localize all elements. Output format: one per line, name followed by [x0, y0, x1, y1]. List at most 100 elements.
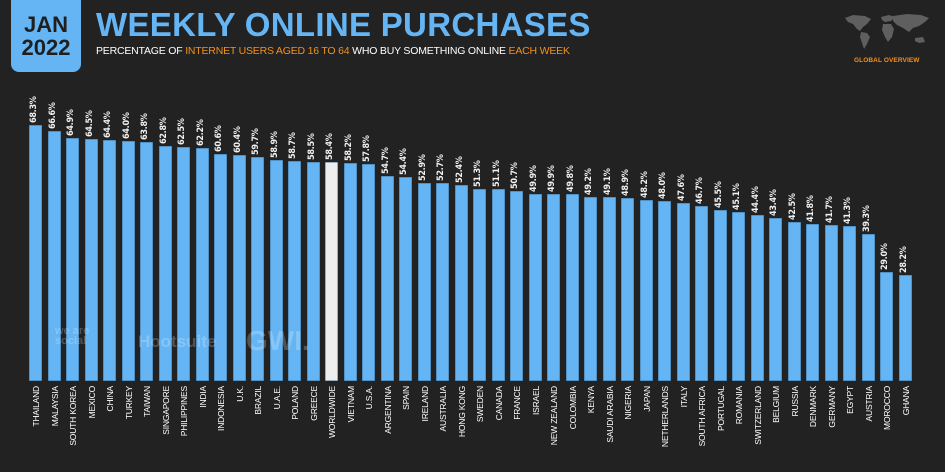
value-label: 41.3% — [843, 197, 853, 225]
chart-subtitle: PERCENTAGE OF INTERNET USERS AGED 16 TO … — [96, 45, 570, 57]
category-label: ARGENTINA — [382, 386, 393, 434]
bar-turkey — [121, 141, 135, 381]
bar-netherlands — [658, 201, 671, 381]
value-label: 58.7% — [288, 132, 298, 159]
value-label: 52.9% — [417, 154, 428, 181]
category-label: IRELAND — [419, 386, 430, 422]
bar-romania — [732, 211, 745, 381]
value-label: 66.6% — [47, 102, 58, 130]
value-label: 63.8% — [140, 113, 150, 140]
category-label: HONG KONG — [456, 386, 467, 438]
bar-thailand — [29, 124, 42, 381]
bar-china — [103, 139, 116, 381]
subtitle-highlight: INTERNET USERS AGED 16 TO 64 — [185, 45, 350, 57]
bar-switzerland — [750, 214, 764, 381]
gwi-watermark: GWI. — [246, 325, 310, 356]
category-label: BRAZIL — [253, 386, 263, 415]
bar-new-zealand — [547, 193, 560, 381]
subtitle-part: PERCENTAGE OF — [96, 45, 186, 57]
bar-vietnam — [343, 162, 357, 381]
category-label: PHILIPPINES — [179, 386, 189, 437]
bar-south-africa — [695, 205, 708, 381]
category-label: PORTUGAL — [715, 386, 726, 432]
category-label: SWITZERLAND — [752, 386, 763, 445]
bar-u-s-a- — [362, 164, 375, 381]
bar-india — [195, 147, 209, 381]
bar-u-a-e- — [269, 160, 283, 381]
bar-russia — [787, 221, 801, 381]
bar-germany — [824, 224, 838, 381]
category-label: ROMANIA — [734, 386, 744, 425]
bar-egypt — [843, 226, 856, 381]
hootsuite-watermark: Hootsuite — [138, 332, 217, 351]
value-label: 49.8% — [565, 165, 576, 193]
value-label: 44.4% — [750, 185, 761, 213]
bar-malaysia — [47, 131, 61, 381]
category-label: U.K. — [234, 386, 245, 402]
value-label: 58.9% — [269, 131, 280, 159]
badge-month: JAN — [23, 12, 68, 37]
bar-spain — [399, 177, 412, 381]
value-label: 51.3% — [473, 160, 483, 187]
value-label: 49.2% — [584, 167, 594, 195]
category-label: ISRAEL — [530, 386, 541, 416]
we-are-social-watermark: we are social — [55, 325, 90, 347]
category-label: U.A.E. — [271, 386, 282, 410]
bar-mexico — [84, 139, 98, 381]
category-label: MALAYSIA — [49, 386, 60, 427]
category-label: CANADA — [493, 386, 504, 421]
category-label: THAILAND — [31, 386, 41, 427]
value-label: 49.1% — [602, 168, 613, 195]
value-label: 60.6% — [214, 125, 224, 152]
category-label: SPAIN — [401, 386, 411, 410]
bar-ireland — [417, 182, 431, 381]
bar-ghana — [898, 275, 912, 381]
subtitle-highlight: EACH WEEK — [508, 45, 570, 57]
value-label: 50.7% — [510, 162, 520, 189]
value-label: 60.4% — [232, 125, 243, 153]
category-label: BELGIUM — [771, 386, 781, 423]
category-label: AUSTRIA — [863, 386, 874, 422]
category-label: INDIA — [197, 386, 208, 408]
category-label: MOROCCO — [882, 386, 892, 430]
bar-kenya — [584, 196, 597, 381]
region-label: GLOBAL OVERVIEW — [854, 57, 920, 64]
category-label: NIGERIA — [623, 386, 633, 420]
bar-israel — [528, 193, 542, 381]
value-label: 45.1% — [732, 183, 742, 210]
category-label: SOUTH AFRICA — [697, 386, 707, 447]
bar-morocco — [880, 272, 893, 381]
category-label: POLAND — [290, 386, 300, 420]
bar-south-korea — [66, 137, 79, 381]
value-label: 64.9% — [66, 109, 76, 136]
bar-taiwan — [140, 141, 153, 381]
category-label: SWEDEN — [475, 386, 485, 423]
category-label: ITALY — [678, 386, 689, 408]
category-label: KENYA — [586, 386, 596, 414]
category-label: FRANCE — [512, 386, 522, 420]
value-label: 41.8% — [806, 195, 816, 223]
bar-argentina — [380, 175, 394, 381]
bar-philippines — [177, 146, 190, 381]
category-label: SAUDI ARABIA — [604, 386, 615, 443]
value-label: 58.2% — [343, 134, 354, 161]
category-label: RUSSIA — [789, 386, 800, 417]
value-label: 54.7% — [380, 147, 391, 174]
bar-italy — [676, 202, 690, 381]
bar-poland — [288, 160, 301, 381]
category-label: DENMARK — [808, 386, 818, 428]
category-label: SINGAPORE — [160, 386, 171, 435]
value-label: 52.4% — [454, 155, 465, 183]
value-label: 68.3% — [29, 96, 39, 123]
value-label: 39.3% — [861, 205, 872, 232]
value-label: 62.2% — [195, 119, 206, 146]
category-label: GHANA — [900, 386, 911, 416]
category-label: GERMANY — [826, 386, 837, 428]
value-label: 64.4% — [103, 110, 113, 138]
category-label: JAPAN — [641, 386, 652, 412]
category-label: VIETNAM — [345, 386, 356, 423]
value-label: 48.2% — [639, 171, 650, 199]
value-label: 49.9% — [528, 165, 539, 192]
category-label: SOUTH KOREA — [68, 386, 78, 446]
